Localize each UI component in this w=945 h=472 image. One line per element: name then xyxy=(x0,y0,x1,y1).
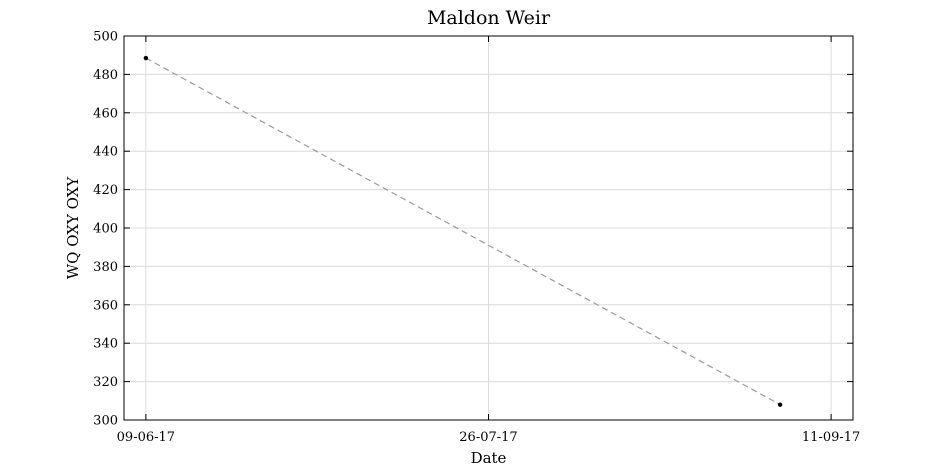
y-tick-label: 380 xyxy=(93,260,118,275)
x-axis-label: Date xyxy=(471,449,507,467)
y-tick-label: 360 xyxy=(93,298,118,313)
ticks: 300 320 340 360 380 400 420 440 460 480 500 09-06-1… xyxy=(93,30,860,446)
chart-title: Maldon Weir xyxy=(427,7,551,29)
x-tick-label: 26-07-17 xyxy=(459,430,517,445)
data-point xyxy=(777,402,783,407)
y-tick-label: 460 xyxy=(93,106,118,121)
data-point xyxy=(143,55,149,61)
y-tick-label: 480 xyxy=(93,68,118,83)
series-layer xyxy=(143,55,783,407)
x-tick-label: 09-06-17 xyxy=(117,430,175,445)
y-tick-label: 340 xyxy=(93,337,118,352)
y-axis-label: WQ OXY OXY xyxy=(64,176,82,280)
series-line xyxy=(145,57,781,406)
y-tick-label: 440 xyxy=(93,145,118,160)
grid xyxy=(124,35,853,421)
y-tick-label: 500 xyxy=(93,30,118,45)
y-tick-label: 400 xyxy=(93,222,118,237)
y-tick-label: 320 xyxy=(93,375,118,390)
y-tick-label: 420 xyxy=(93,183,118,198)
y-tick-label: 300 xyxy=(93,414,118,429)
x-tick-label: 11-09-17 xyxy=(802,430,860,445)
